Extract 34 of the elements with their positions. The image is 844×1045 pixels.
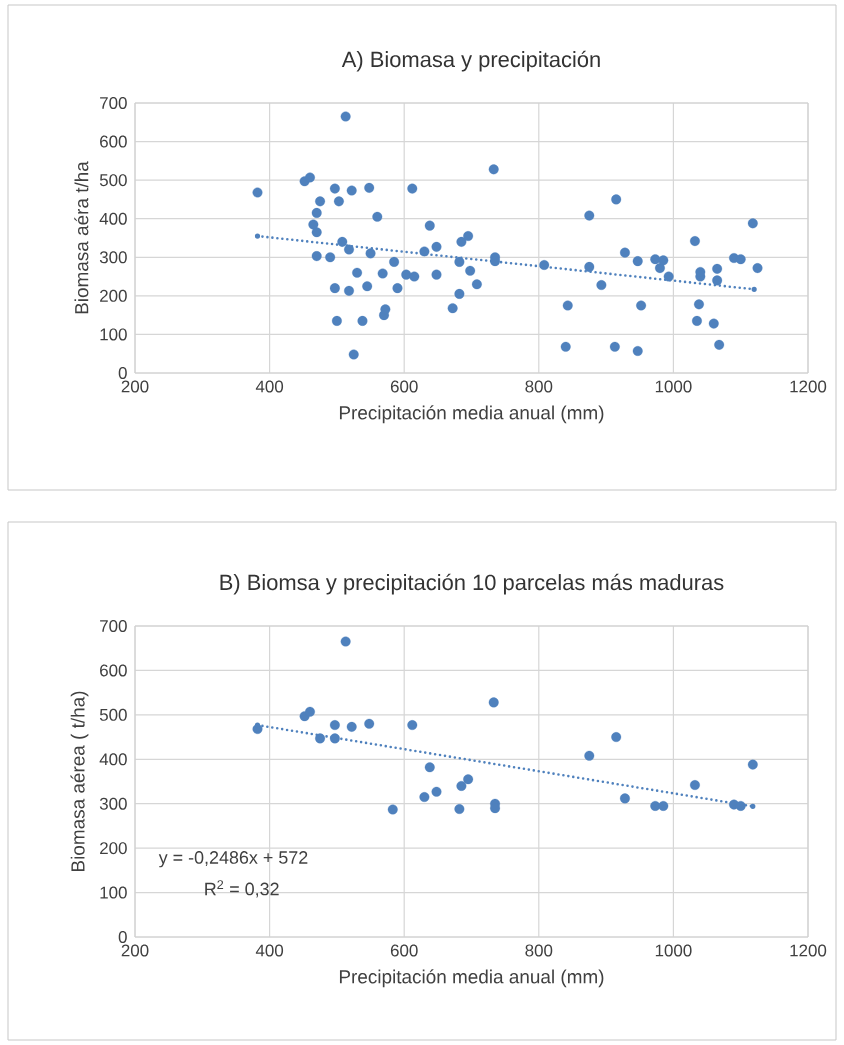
chart-title: B) Biomsa y precipitación 10 parcelas más maduras	[220, 573, 724, 595]
y-tick-label: 400	[99, 212, 127, 225]
y-tick-label: 0	[118, 930, 127, 943]
y-tick-label: 300	[99, 797, 127, 810]
y-tick-label: 100	[100, 886, 127, 899]
y-tick-label: 200	[100, 289, 127, 302]
y-tick-label: 0	[118, 366, 127, 379]
y-tick-label: 400	[99, 753, 127, 766]
y-tick-label: 500	[99, 708, 127, 721]
x-tick-label: 1200	[790, 380, 827, 393]
x-tick-label: 400	[255, 944, 284, 957]
annotation: y = -0,2486x + 572	[158, 851, 308, 868]
x-tick-label: 600	[390, 380, 418, 393]
y-tick-label: 500	[99, 174, 127, 187]
y-tick-label: 600	[100, 135, 127, 148]
y-tick-label: 700	[100, 97, 127, 109]
x-tick-label: 1200	[790, 944, 827, 957]
y-axis-title: Biomasa aéra t/ha	[74, 161, 89, 314]
y-tick-label: 300	[99, 251, 127, 264]
x-tick-label: 600	[390, 944, 418, 957]
x-axis-title: Precipitación media anual (mm)	[339, 969, 604, 988]
x-tick-label: 1000	[655, 944, 692, 957]
y-tick-label: 600	[100, 664, 127, 677]
y-axis-title: Biomasa aérea ( t/ha)	[70, 691, 89, 871]
annotation: R$^{2}$ = 0,32	[205, 880, 279, 898]
y-tick-label: 200	[100, 842, 127, 855]
x-tick-label: 1000	[655, 380, 692, 393]
y-tick-label: 700	[100, 620, 127, 632]
x-tick-label: 800	[525, 944, 553, 957]
x-tick-label: 800	[525, 380, 553, 393]
x-tick-label: 400	[255, 380, 284, 393]
x-axis-title: Precipitación media anual (mm)	[339, 405, 604, 424]
y-tick-label: 100	[100, 328, 127, 341]
chart-title: A) Biomasa y precipitación	[341, 50, 600, 72]
